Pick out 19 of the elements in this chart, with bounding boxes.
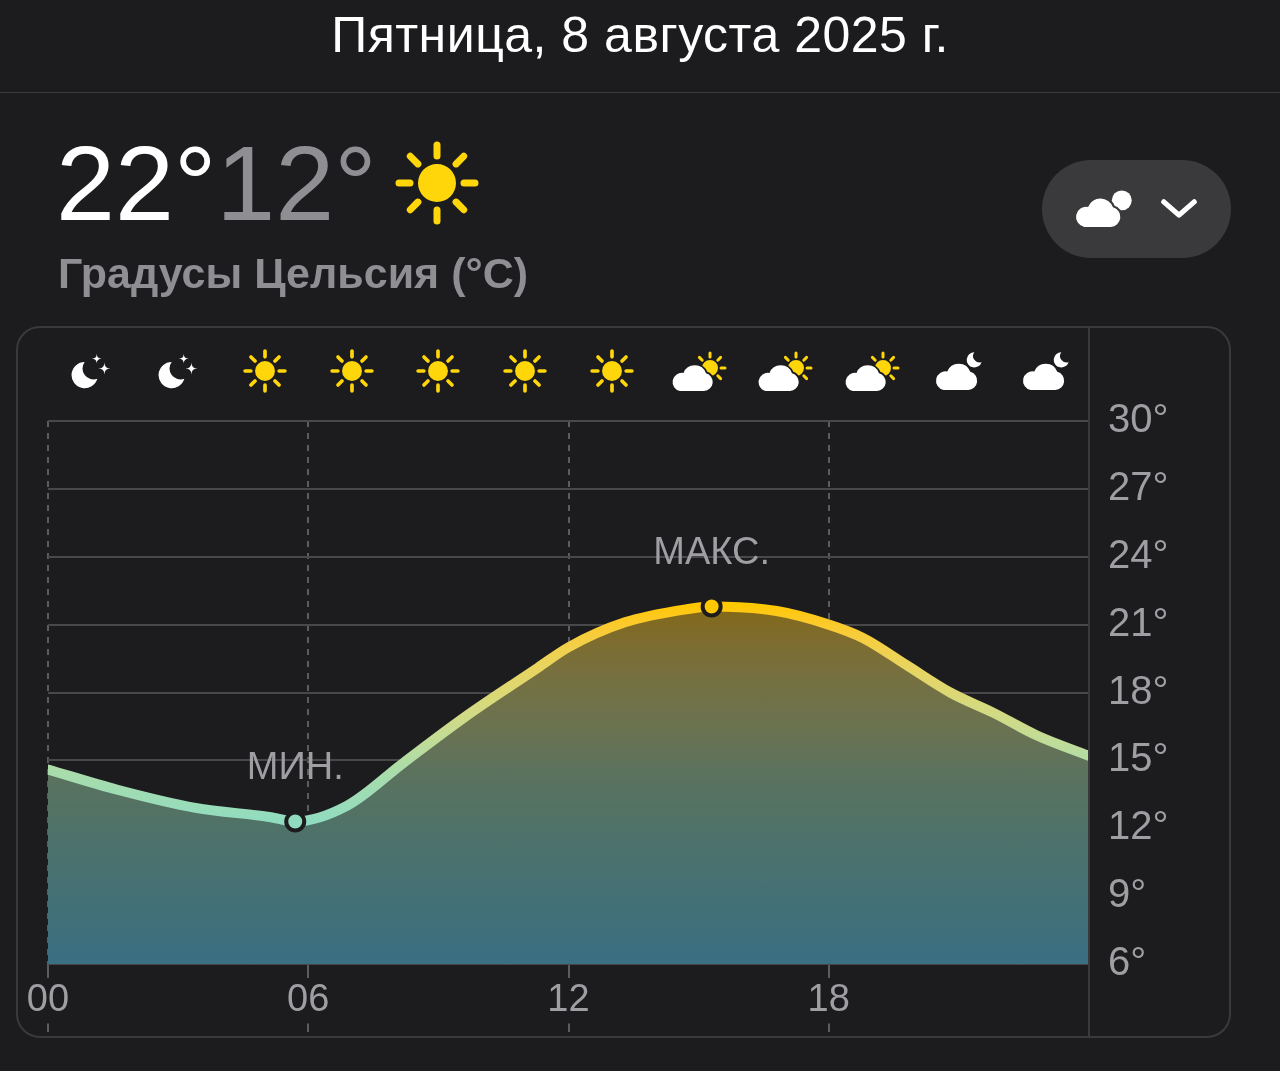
y-tick-label: 9°: [1108, 871, 1147, 916]
y-tick-label: 12°: [1108, 803, 1169, 848]
text: 22°: [56, 124, 217, 242]
y-tick-label: 24°: [1108, 531, 1169, 576]
x-tick-label: 00: [26, 977, 70, 1020]
y-tick-label: 6°: [1108, 939, 1147, 984]
y-tick-label: 21°: [1108, 599, 1169, 644]
x-tick-label: 06: [287, 977, 330, 1020]
y-tick-label: 15°: [1108, 735, 1169, 780]
x-tick-label: 18: [807, 977, 850, 1020]
annotation: МАКС.: [653, 530, 770, 573]
text: 12°: [216, 124, 377, 242]
y-tick-label: 27°: [1108, 463, 1169, 508]
y-tick-label: 18°: [1108, 667, 1169, 712]
annotation: МИН.: [246, 744, 344, 787]
x-tick-label: 12: [547, 977, 590, 1020]
y-tick-label: 30°: [1108, 396, 1169, 441]
chart-title: Пятница, 8 августа 2025 г.: [330, 7, 950, 63]
chart-subtitle: Градусы Цельсия (°C): [58, 249, 529, 297]
